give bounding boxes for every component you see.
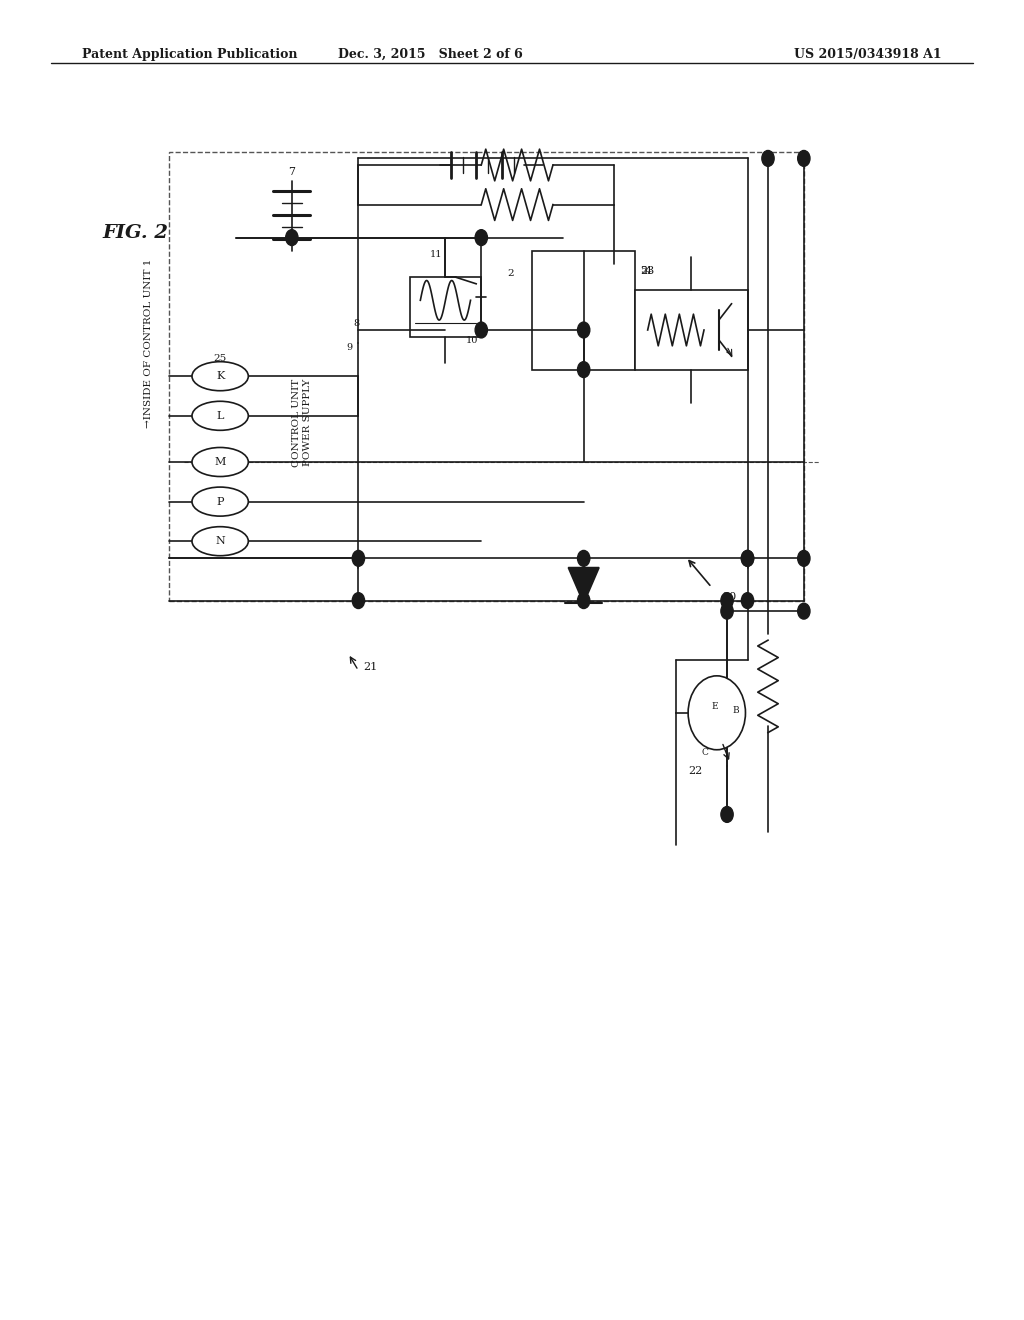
Text: K: K bbox=[216, 371, 224, 381]
Circle shape bbox=[798, 150, 810, 166]
Text: 10: 10 bbox=[466, 337, 478, 345]
Text: N: N bbox=[215, 536, 225, 546]
Bar bbox=[410, 277, 481, 337]
Text: Patent Application Publication: Patent Application Publication bbox=[82, 48, 297, 61]
Text: 22: 22 bbox=[688, 766, 702, 776]
Text: E: E bbox=[712, 702, 718, 710]
Circle shape bbox=[286, 230, 298, 246]
Ellipse shape bbox=[193, 447, 248, 477]
Text: →INSIDE OF CONTROL UNIT 1: →INSIDE OF CONTROL UNIT 1 bbox=[144, 259, 153, 428]
Circle shape bbox=[578, 362, 590, 378]
Circle shape bbox=[762, 150, 774, 166]
Circle shape bbox=[721, 807, 733, 822]
Ellipse shape bbox=[193, 527, 248, 556]
Ellipse shape bbox=[193, 362, 248, 391]
Text: 7: 7 bbox=[289, 166, 295, 177]
Text: 9: 9 bbox=[346, 343, 352, 351]
Circle shape bbox=[721, 593, 733, 609]
Circle shape bbox=[688, 676, 745, 750]
Text: 23: 23 bbox=[640, 265, 654, 276]
Text: 4: 4 bbox=[645, 265, 652, 276]
Text: 25: 25 bbox=[214, 354, 226, 363]
Text: 11: 11 bbox=[430, 251, 442, 259]
Circle shape bbox=[741, 593, 754, 609]
Text: US 2015/0343918 A1: US 2015/0343918 A1 bbox=[795, 48, 942, 61]
Circle shape bbox=[475, 230, 487, 246]
Circle shape bbox=[578, 550, 590, 566]
Circle shape bbox=[352, 550, 365, 566]
Text: 20: 20 bbox=[722, 591, 736, 602]
Text: L: L bbox=[216, 411, 224, 421]
Text: B: B bbox=[732, 706, 738, 714]
Circle shape bbox=[352, 593, 365, 609]
Circle shape bbox=[741, 550, 754, 566]
Circle shape bbox=[798, 603, 810, 619]
Text: 2: 2 bbox=[507, 269, 513, 277]
Circle shape bbox=[475, 322, 487, 338]
Bar bbox=[635, 290, 748, 370]
Circle shape bbox=[578, 593, 590, 609]
Text: FIG. 2: FIG. 2 bbox=[102, 224, 168, 243]
Text: 21: 21 bbox=[364, 661, 378, 672]
Text: CONTROL UNIT
POWER SUPPLY: CONTROL UNIT POWER SUPPLY bbox=[293, 379, 311, 466]
Ellipse shape bbox=[193, 401, 248, 430]
Circle shape bbox=[798, 550, 810, 566]
Text: C: C bbox=[701, 748, 709, 756]
Ellipse shape bbox=[193, 487, 248, 516]
Text: 8: 8 bbox=[353, 319, 359, 327]
Polygon shape bbox=[568, 568, 599, 603]
Text: P: P bbox=[216, 496, 224, 507]
Text: 5: 5 bbox=[640, 267, 646, 275]
Text: Dec. 3, 2015   Sheet 2 of 6: Dec. 3, 2015 Sheet 2 of 6 bbox=[338, 48, 522, 61]
Circle shape bbox=[578, 322, 590, 338]
Text: M: M bbox=[214, 457, 226, 467]
Circle shape bbox=[741, 550, 754, 566]
Circle shape bbox=[721, 603, 733, 619]
FancyBboxPatch shape bbox=[532, 251, 635, 370]
